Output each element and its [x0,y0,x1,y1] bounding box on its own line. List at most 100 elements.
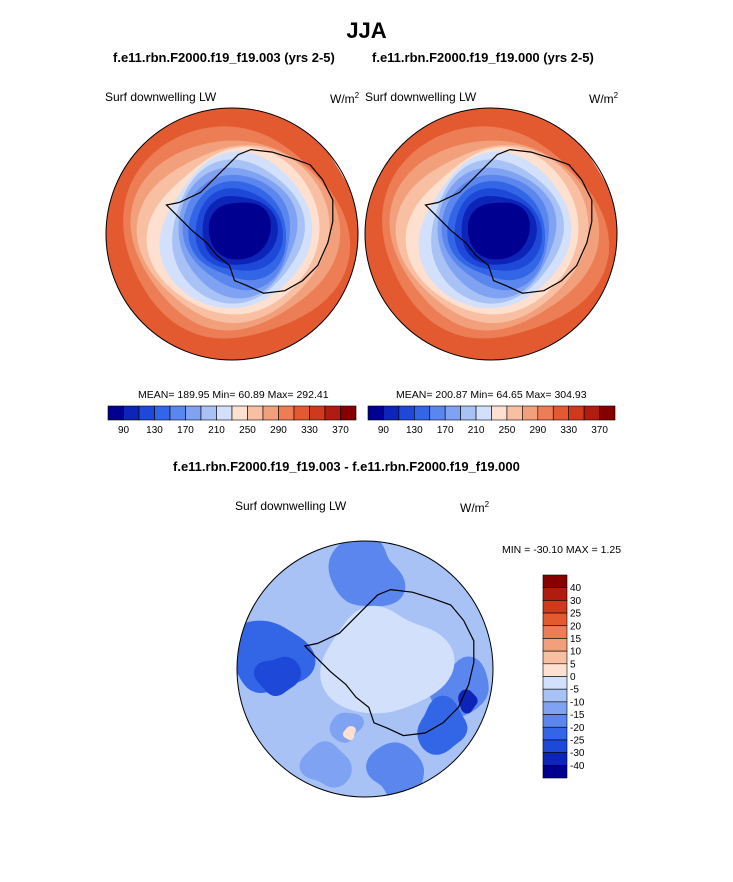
panel1-title: f.e11.rbn.F2000.f19_f19.003 (yrs 2-5) [113,50,335,65]
colorbar-1: 90 130 170 210 250 290 330 370 [107,405,357,436]
colorbar2-box-12 [552,405,569,421]
colorbar1-box-8 [231,405,248,421]
colorbar3-box-15 [542,765,568,779]
colorbar3-box-7 [542,663,568,677]
colorbar1-box-15 [340,405,357,421]
colorbar3-box-10 [542,701,568,715]
colorbar1-box-7 [216,405,233,421]
colorbar2-tick-label: 370 [591,425,608,436]
colorbar2-box-2 [398,405,415,421]
colorbar3-box-5 [542,638,568,652]
colorbar2-tick-label: 250 [499,425,516,436]
map3-contour-band-0 [328,541,406,607]
map1-border [105,107,359,361]
colorbar2-box-13 [568,405,585,421]
colorbar2-box-6 [460,405,477,421]
colorbar2-box-3 [414,405,431,421]
colorbar1-tick-label: 170 [177,425,194,436]
colorbar2-box-4 [429,405,446,421]
colorbar3-tick-label: 15 [570,634,582,645]
colorbar3-box-11 [542,714,568,728]
map1-contour-band-12 [208,202,271,260]
panel3-stats: MIN = -30.10 MAX = 1.25 [502,544,622,556]
map2-coastline [424,148,593,294]
colorbar2-box-5 [444,405,461,421]
colorbar1-box-6 [200,405,217,421]
colorbar2-tick-label: 130 [406,425,423,436]
colorbar2-box-10 [522,405,539,421]
panel3-title: f.e11.rbn.F2000.f19_f19.003 - f.e11.rbn.… [173,459,520,474]
panel3-units: W/m2 [460,500,490,515]
panel2-units: W/m2 [589,91,619,106]
colorbar2-tick-label: 330 [560,425,577,436]
colorbar2-box-11 [537,405,554,421]
main-title: JJA [346,18,387,43]
colorbar3-tick-label: -30 [570,748,585,759]
colorbar1-box-10 [262,405,279,421]
polar-map-3 [236,540,494,798]
colorbar2-tick-label: 90 [378,425,390,436]
panel2-stats: MEAN= 200.87 Min= 64.65 Max= 304.93 [396,389,587,401]
colorbar1-box-11 [278,405,295,421]
colorbar1-box-4 [169,405,186,421]
colorbar-2: 90 130 170 210 250 290 330 370 [367,405,616,436]
polar-map-2 [364,107,618,361]
colorbar3-box-2 [542,600,568,614]
colorbar3-box-1 [542,587,568,601]
colorbar3-tick-label: -15 [570,710,585,721]
polar-map-1 [105,107,359,361]
colorbar1-box-12 [293,405,310,421]
colorbar3-box-14 [542,752,568,766]
colorbar1-box-13 [309,405,326,421]
colorbar3-tick-label: -40 [570,761,585,772]
colorbar3-box-9 [542,688,568,703]
colorbar1-box-0 [107,405,124,421]
colorbar1-box-14 [324,405,341,421]
colorbar2-box-1 [383,405,400,421]
map3-border [236,540,494,798]
colorbar1-tick-label: 250 [239,425,256,436]
colorbar2-box-15 [599,405,616,421]
colorbar3-tick-label: -5 [570,685,579,696]
colorbar1-box-2 [138,405,155,421]
colorbar3-tick-label: 20 [570,621,582,632]
colorbar1-box-3 [154,405,171,421]
colorbar1-tick-label: 130 [146,425,163,436]
colorbar1-box-1 [123,405,140,421]
colorbar2-box-9 [506,405,523,421]
map3-contour-band-7 [299,741,352,788]
panel3-variable-label: Surf downwelling LW [235,499,347,513]
map3-contour-band-5 [458,689,478,714]
colorbar3-box-12 [542,726,568,741]
panel2-variable-label: Surf downwelling LW [365,90,477,104]
colorbar1-tick-label: 330 [301,425,318,436]
colorbar1-box-5 [185,405,202,421]
panel1-variable-label: Surf downwelling LW [105,90,217,104]
map1-coastline [165,148,334,294]
colorbar2-box-8 [491,405,508,421]
map3-contour-band-8 [320,605,455,714]
colorbar3-box-6 [542,650,568,665]
colorbar1-tick-label: 370 [332,425,349,436]
colorbar1-box-9 [247,405,264,421]
colorbar2-box-7 [475,405,492,421]
colorbar1-tick-label: 90 [118,425,130,436]
colorbar3-box-3 [542,612,568,627]
colorbar3-tick-label: 30 [570,596,582,607]
colorbar3-box-4 [542,625,568,639]
colorbar2-tick-label: 210 [468,425,485,436]
panel1-units: W/m2 [330,91,360,106]
map3-contour-band-9 [329,712,364,743]
colorbar1-tick-label: 210 [208,425,225,436]
colorbar3-tick-label: 40 [570,583,582,594]
map3-contour-band-10 [342,726,356,741]
colorbar3-tick-label: 25 [570,609,582,620]
colorbar2-tick-label: 170 [437,425,454,436]
colorbar3-tick-label: 5 [570,659,576,670]
colorbar3-tick-label: -10 [570,697,585,708]
panel1-stats: MEAN= 189.95 Min= 60.89 Max= 292.41 [138,389,329,401]
colorbar2-tick-label: 290 [529,425,546,436]
map3-coastline [303,588,475,737]
colorbar3-tick-label: 10 [570,647,582,658]
